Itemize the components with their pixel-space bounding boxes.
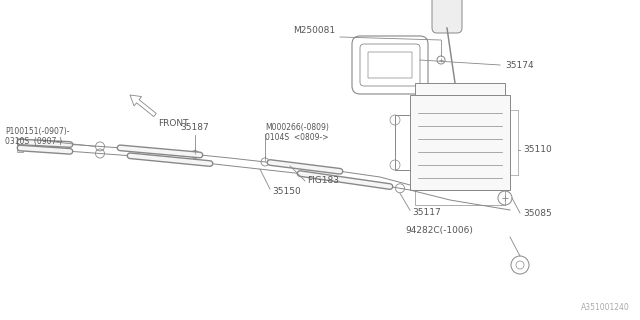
FancyBboxPatch shape xyxy=(432,0,462,33)
Bar xyxy=(17,138,23,146)
Bar xyxy=(410,95,510,190)
Text: 35110: 35110 xyxy=(523,146,552,155)
Text: P100151(-0907)-: P100151(-0907)- xyxy=(5,127,70,136)
Text: 35085: 35085 xyxy=(523,210,552,219)
Text: 35150: 35150 xyxy=(272,187,301,196)
Text: 0104S  <0809->: 0104S <0809-> xyxy=(265,133,328,142)
Bar xyxy=(415,83,505,95)
Text: A351001240: A351001240 xyxy=(581,303,630,312)
Text: 94282C(-1006): 94282C(-1006) xyxy=(405,226,473,235)
Text: 35117: 35117 xyxy=(412,208,441,217)
Text: 0310S  (0907-): 0310S (0907-) xyxy=(5,137,62,147)
Text: FIG183: FIG183 xyxy=(307,176,339,185)
Text: M000266(-0809): M000266(-0809) xyxy=(265,123,329,132)
Text: 35174: 35174 xyxy=(505,60,534,69)
Bar xyxy=(17,144,23,152)
Text: FRONT: FRONT xyxy=(158,119,189,128)
Text: 35187: 35187 xyxy=(180,124,209,132)
Bar xyxy=(415,190,505,205)
Text: M250081: M250081 xyxy=(293,26,335,35)
FancyArrow shape xyxy=(130,95,156,116)
